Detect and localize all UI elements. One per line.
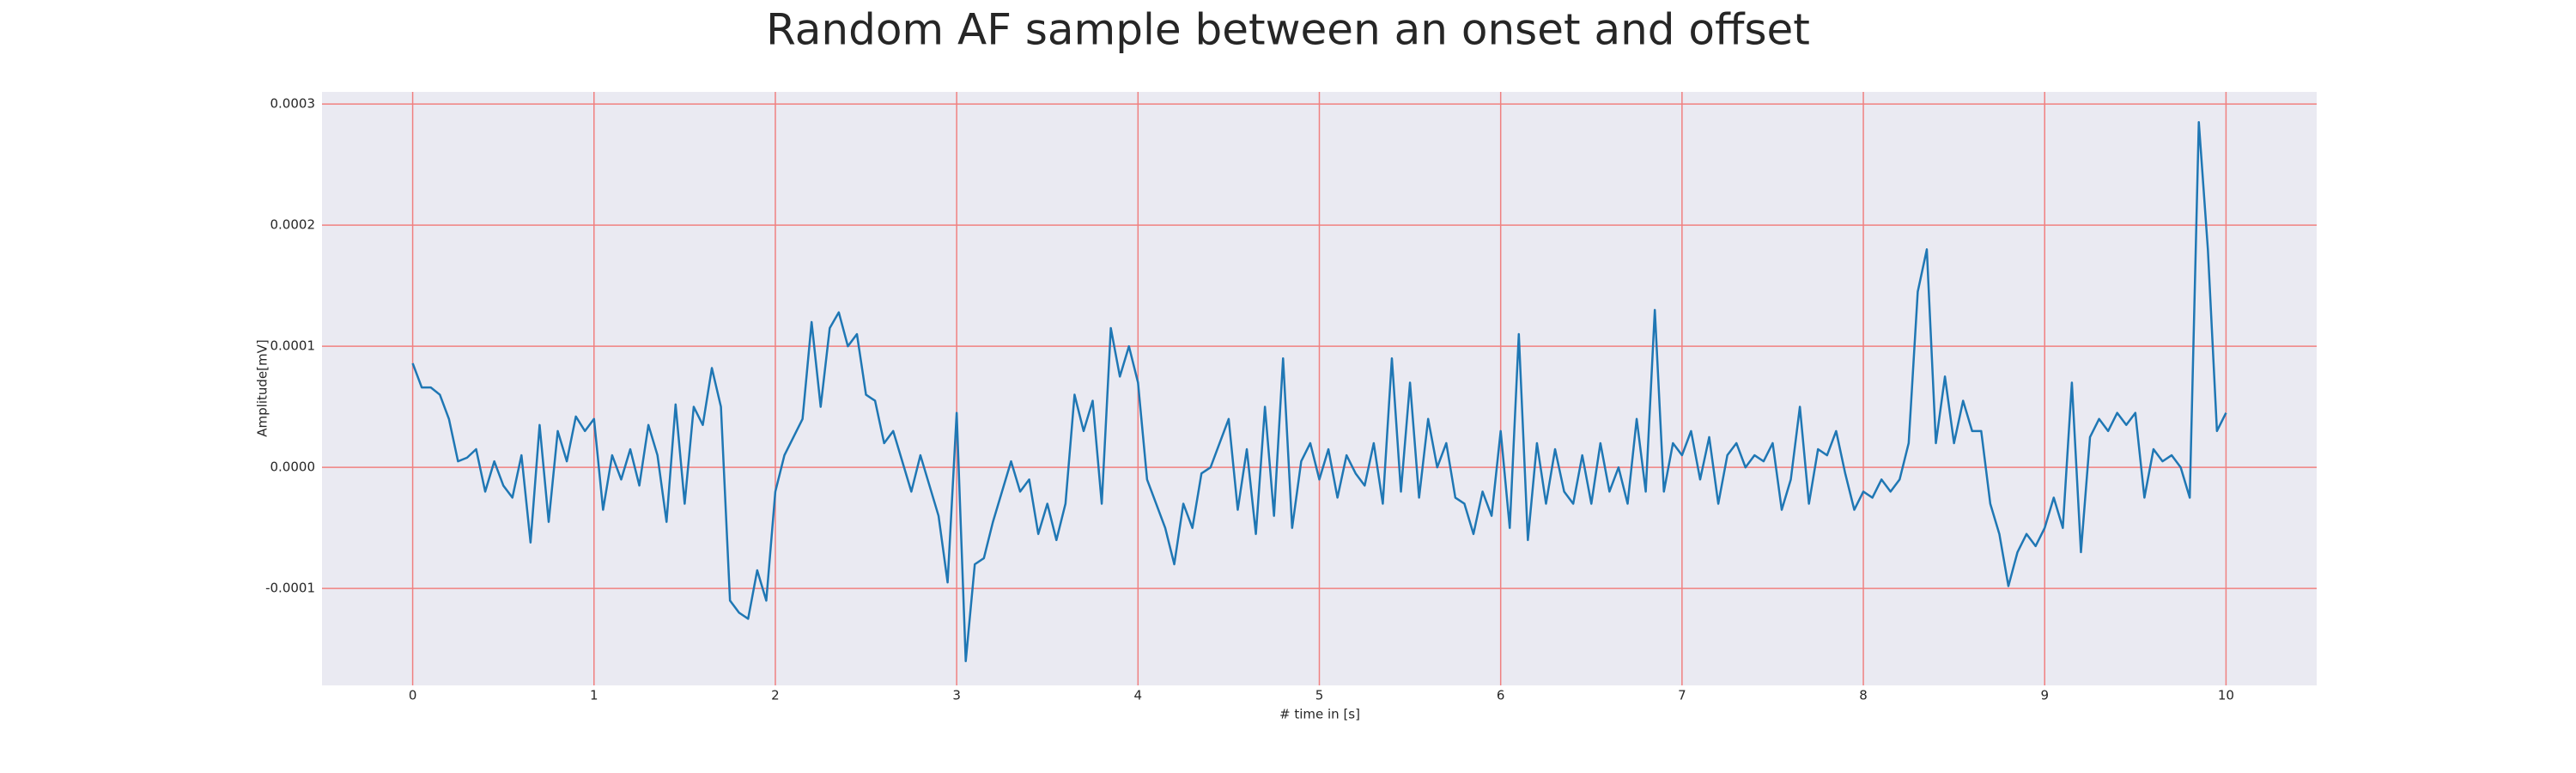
y-tick-label: 0.0000	[270, 460, 316, 475]
chart-title: Random AF sample between an onset and of…	[766, 5, 1810, 55]
x-tick-label: 10	[2218, 688, 2234, 703]
x-tick-label: 1	[590, 688, 598, 703]
x-tick-label: 7	[1678, 688, 1686, 703]
data-line	[411, 121, 2227, 663]
x-tick-label: 3	[952, 688, 961, 703]
y-axis-label: Amplitude[mV]	[255, 339, 270, 436]
x-tick-label: 5	[1315, 688, 1324, 703]
x-tick-label: 9	[2040, 688, 2049, 703]
y-tick-label: -0.0001	[265, 581, 315, 596]
x-tick-label: 0	[409, 688, 417, 703]
x-tick-label: 6	[1497, 688, 1505, 703]
x-tick-label: 8	[1859, 688, 1868, 703]
y-tick-label: 0.0001	[270, 338, 316, 354]
x-axis-label: # time in [s]	[1279, 707, 1360, 722]
y-tick-label: 0.0003	[270, 96, 316, 112]
x-tick-label: 4	[1134, 688, 1143, 703]
y-tick-label: 0.0002	[270, 217, 316, 233]
x-tick-label: 2	[771, 688, 780, 703]
